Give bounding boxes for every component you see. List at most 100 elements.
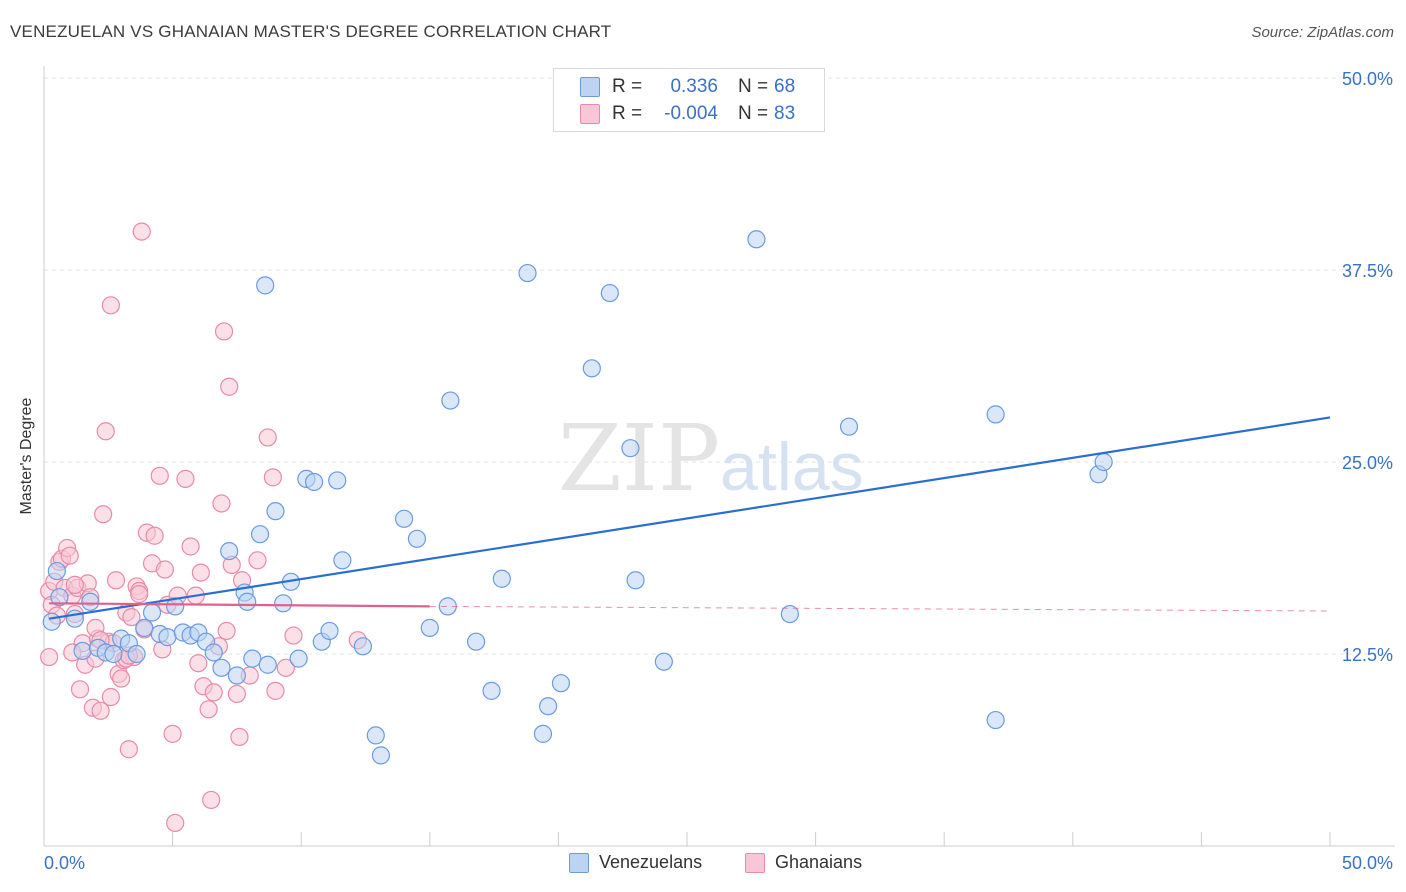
chart-title: VENEZUELAN VS GHANAIAN MASTER'S DEGREE C… bbox=[10, 22, 612, 41]
ghanaian-point bbox=[266, 681, 285, 700]
venezuelan-point bbox=[1094, 452, 1113, 472]
venezuelan-point bbox=[394, 509, 414, 528]
ghanaian-point bbox=[202, 790, 221, 810]
ghanaian-point bbox=[217, 621, 236, 641]
ghanaian-point bbox=[150, 466, 169, 485]
venezuelan-point bbox=[142, 603, 162, 622]
venezuelan-point bbox=[73, 641, 92, 661]
ghanaian-point bbox=[94, 505, 113, 524]
venezuelan-point bbox=[582, 359, 601, 378]
ghanaian-point bbox=[230, 727, 249, 747]
venezuelan-point bbox=[533, 724, 553, 743]
trend-lines bbox=[48, 416, 1331, 620]
venezuelan-point bbox=[266, 502, 285, 521]
venezuelan-point bbox=[353, 637, 373, 656]
axes bbox=[43, 66, 1395, 847]
ghanaian-point bbox=[258, 428, 277, 447]
correlation-legend: R = 0.336 N = 68 R = -0.004 N = 83 bbox=[553, 68, 825, 132]
ghanaian-point bbox=[101, 687, 120, 707]
ghanaians-swatch bbox=[745, 853, 765, 873]
ghanaian-point bbox=[106, 571, 126, 590]
venezuelan-point bbox=[780, 604, 799, 624]
venezuelan-point bbox=[621, 439, 640, 458]
venezuelan-point bbox=[539, 697, 558, 716]
ghanaian-point bbox=[166, 813, 185, 833]
ghanaian-point bbox=[132, 222, 151, 241]
y-tick-label: 50.0% bbox=[1342, 69, 1393, 89]
venezuelan-point bbox=[986, 710, 1005, 730]
y-tick-label: 25.0% bbox=[1342, 453, 1393, 473]
venezuelan-point bbox=[366, 726, 385, 745]
venezuelan-point bbox=[238, 592, 257, 611]
ghanaian-point bbox=[189, 654, 208, 673]
ghanaian-point bbox=[199, 700, 218, 719]
legend-row-ghanaians: R = -0.004 N = 83 bbox=[554, 101, 824, 127]
y-tick-label: 37.5% bbox=[1342, 261, 1393, 281]
venezuelan-point bbox=[256, 276, 275, 295]
legend-n-label: N = bbox=[738, 103, 769, 124]
venezuelan-point bbox=[626, 571, 645, 590]
venezuelan-point bbox=[243, 649, 262, 668]
ghanaians-label: Ghanaians bbox=[775, 852, 863, 872]
ghanaian-point bbox=[220, 377, 239, 396]
ghanaians-trend-extension bbox=[429, 605, 1331, 612]
venezuelan-point bbox=[986, 405, 1005, 424]
ghanaian-point bbox=[181, 537, 200, 556]
ghanaian-point bbox=[191, 563, 210, 582]
venezuelan-point bbox=[47, 561, 66, 581]
venezuelan-point bbox=[466, 632, 486, 651]
ghanaian-point bbox=[60, 546, 79, 565]
venezuelan-point bbox=[289, 649, 308, 668]
venezuelan-point bbox=[747, 230, 766, 249]
venezuelan-point bbox=[407, 529, 427, 548]
venezuelan-point bbox=[551, 674, 571, 693]
venezuelan-point bbox=[127, 644, 146, 664]
legend-r-label: R = bbox=[612, 76, 643, 97]
venezuelan-point bbox=[227, 666, 246, 685]
legend-n-value: 83 bbox=[774, 103, 796, 124]
ghanaian-point bbox=[96, 422, 115, 441]
venezuelan-point bbox=[104, 644, 123, 664]
legend-n-value: 68 bbox=[774, 76, 796, 97]
venezuelan-point bbox=[492, 569, 511, 588]
venezuelans-points bbox=[42, 230, 1113, 765]
ghanaian-point bbox=[155, 560, 174, 579]
ghanaians-points bbox=[40, 222, 367, 833]
ghanaian-point bbox=[65, 575, 84, 594]
ghanaians-trend-line bbox=[49, 602, 430, 608]
ghanaian-point bbox=[284, 626, 303, 645]
venezuelan-point bbox=[839, 417, 859, 436]
ghanaian-point bbox=[263, 468, 283, 487]
x-tick-label: 0.0% bbox=[44, 853, 85, 873]
legend-n-label: N = bbox=[738, 76, 769, 97]
ghanaian-point bbox=[91, 701, 110, 720]
venezuelan-point bbox=[333, 551, 352, 570]
legend-r-value: 0.336 bbox=[670, 76, 718, 97]
ghanaian-point bbox=[145, 526, 164, 545]
ghanaian-point bbox=[214, 322, 234, 341]
venezuelan-point bbox=[204, 643, 223, 662]
ghanaian-point bbox=[204, 683, 223, 702]
venezuelan-point bbox=[654, 652, 673, 671]
venezuelan-point bbox=[328, 471, 347, 490]
chart-source: Source: ZipAtlas.com bbox=[1251, 24, 1394, 41]
y-axis-title: Master's Degree bbox=[18, 397, 35, 515]
venezuelans-trend-line bbox=[48, 416, 1331, 620]
ghanaian-point bbox=[112, 669, 131, 688]
venezuelan-point bbox=[420, 618, 439, 637]
ghanaian-point bbox=[163, 724, 182, 743]
tick-labels: 12.5% 25.0% 37.5% 50.0% 0.0% 50.0% bbox=[44, 69, 1393, 873]
venezuelan-point bbox=[158, 628, 177, 647]
venezuelan-point bbox=[212, 658, 231, 677]
ghanaian-point bbox=[119, 740, 138, 759]
venezuelan-point bbox=[81, 592, 100, 611]
venezuelan-point bbox=[258, 655, 277, 674]
y-tick-label: 12.5% bbox=[1342, 645, 1393, 665]
venezuelan-point bbox=[320, 621, 339, 641]
venezuelan-point bbox=[441, 391, 460, 410]
watermark-zip: ZIP bbox=[558, 405, 720, 512]
venezuelan-point bbox=[274, 594, 293, 613]
venezuelan-point bbox=[220, 541, 239, 561]
legend-row-venezuelans: R = 0.336 N = 68 bbox=[554, 74, 824, 100]
